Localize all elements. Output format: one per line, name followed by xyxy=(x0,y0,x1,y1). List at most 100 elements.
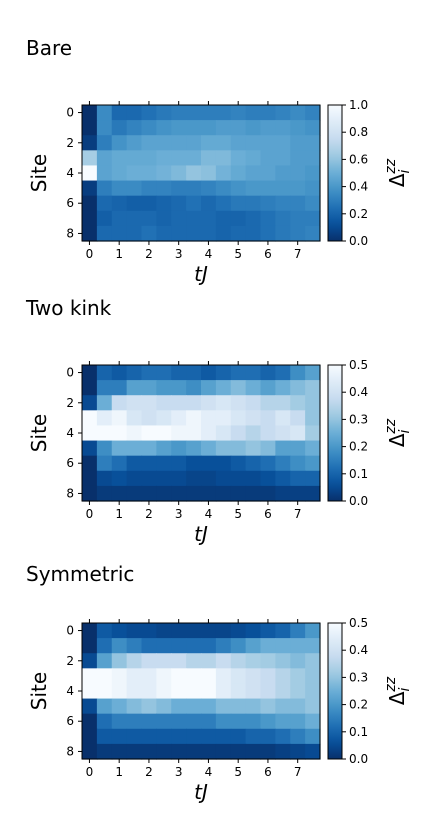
heatmap-cell xyxy=(215,165,232,182)
x-tick-label: 1 xyxy=(115,507,123,521)
heatmap-cell xyxy=(186,195,202,212)
heatmap-cell xyxy=(126,150,143,167)
heatmap-cell xyxy=(201,150,217,167)
heatmap-cell xyxy=(260,165,276,182)
heatmap-cell xyxy=(290,653,306,669)
heatmap-cell xyxy=(230,210,247,227)
panel-title-two-kink: Two kink xyxy=(26,296,112,320)
heatmap-cell xyxy=(305,195,321,212)
heatmap-cell xyxy=(126,210,143,227)
heatmap-cell xyxy=(82,698,98,715)
heatmap-cell xyxy=(290,713,306,730)
heatmap-cell xyxy=(260,668,276,685)
heatmap-cell xyxy=(260,623,276,639)
heatmap-cells xyxy=(82,365,321,502)
x-tick-label: 7 xyxy=(294,247,302,261)
heatmap-cell xyxy=(260,135,276,151)
heatmap-cell xyxy=(126,683,143,700)
x-tick-label: 0 xyxy=(86,247,94,261)
heatmap-cell xyxy=(245,743,262,760)
y-tick-label: 2 xyxy=(66,396,74,410)
heatmap-cell xyxy=(171,638,187,654)
heatmap-cell xyxy=(171,380,187,396)
heatmap-cell xyxy=(290,210,306,227)
heatmap-cell xyxy=(141,225,157,242)
heatmap-cell xyxy=(260,653,276,669)
heatmap-cell xyxy=(126,440,143,457)
heatmap-cell xyxy=(186,728,202,745)
heatmap-cell xyxy=(141,683,157,700)
heatmap-cell xyxy=(82,195,98,212)
heatmap-cell xyxy=(126,195,143,212)
heatmap-cell xyxy=(171,668,187,685)
heatmap-cell xyxy=(111,743,128,760)
heatmap-cell xyxy=(171,743,187,760)
heatmap-cell xyxy=(201,728,217,745)
heatmap-cell xyxy=(260,485,276,502)
heatmap-cell xyxy=(215,653,232,669)
heatmap-cell xyxy=(290,395,306,411)
heatmap-cell xyxy=(275,668,291,685)
colorbar-label: Δizz xyxy=(383,158,413,187)
heatmap-cell xyxy=(230,410,247,427)
heatmap-cell xyxy=(290,623,306,639)
y-tick-label: 0 xyxy=(66,106,74,120)
heatmap-cell xyxy=(141,395,157,411)
heatmap-cell xyxy=(275,225,291,242)
heatmap-cell xyxy=(275,623,291,639)
heatmap-cell xyxy=(260,410,276,427)
y-tick-label: 6 xyxy=(66,456,74,470)
heatmap-cell xyxy=(260,470,276,487)
heatmap-cell xyxy=(96,150,113,167)
heatmap-cell xyxy=(305,653,321,669)
heatmap-cell xyxy=(290,180,306,197)
heatmap-cell xyxy=(171,195,187,212)
heatmap-cell xyxy=(186,425,202,442)
heatmap-cell xyxy=(171,365,187,381)
heatmap-cell xyxy=(245,683,262,700)
heatmap-cell xyxy=(290,728,306,745)
heatmap-cell xyxy=(305,668,321,685)
heatmap-cell xyxy=(230,105,247,121)
heatmap-cell xyxy=(96,135,113,151)
heatmap-cell xyxy=(96,638,113,654)
y-axis-label: Site xyxy=(27,672,51,710)
heatmap-cell xyxy=(186,470,202,487)
heatmap-cell xyxy=(260,210,276,227)
heatmap-cell xyxy=(186,210,202,227)
heatmap-cell xyxy=(230,195,247,212)
y-tick-label: 4 xyxy=(66,426,74,440)
heatmap-cell xyxy=(126,410,143,427)
heatmap-cell xyxy=(96,225,113,242)
heatmap-cell xyxy=(111,728,128,745)
heatmap-cell xyxy=(305,623,321,639)
heatmap-cell xyxy=(290,638,306,654)
heatmap-cell xyxy=(290,150,306,167)
heatmap-cells xyxy=(82,105,321,242)
heatmap-cell xyxy=(305,440,321,457)
x-axis-label: tJ xyxy=(194,522,208,546)
heatmap-cell xyxy=(215,105,232,121)
colorbar xyxy=(327,364,343,502)
heatmap-cell xyxy=(96,623,113,639)
heatmap-cell xyxy=(141,713,157,730)
heatmap-cell xyxy=(141,485,157,502)
heatmap-cell xyxy=(260,180,276,197)
heatmap-cell xyxy=(96,410,113,427)
heatmap-cell xyxy=(171,210,187,227)
heatmap-cells xyxy=(82,623,321,760)
heatmap-cell xyxy=(156,135,172,151)
heatmap-cell xyxy=(260,440,276,457)
heatmap-cell xyxy=(111,713,128,730)
heatmap-cell xyxy=(230,698,247,715)
heatmap-cell xyxy=(230,380,247,396)
colorbar-tick-label: 0.5 xyxy=(349,616,368,630)
heatmap-cell xyxy=(141,195,157,212)
heatmap-cell xyxy=(201,455,217,472)
heatmap-cell xyxy=(230,683,247,700)
heatmap-cell xyxy=(96,210,113,227)
heatmap-cell xyxy=(290,485,306,502)
x-tick-label: 6 xyxy=(264,247,272,261)
heatmap-cell xyxy=(215,380,232,396)
heatmap-cell xyxy=(186,380,202,396)
